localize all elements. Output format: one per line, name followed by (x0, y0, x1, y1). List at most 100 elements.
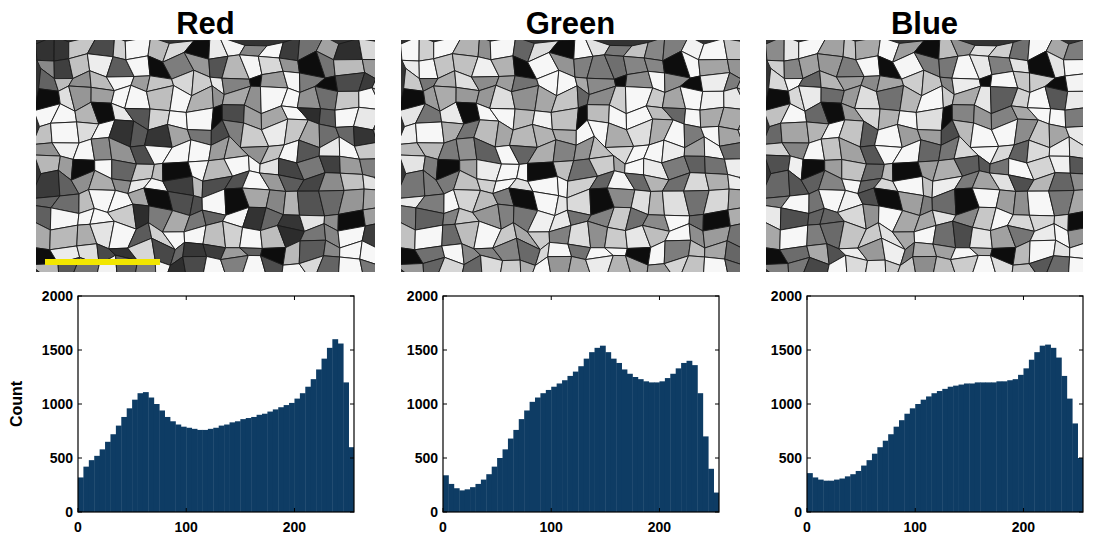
bar (454, 488, 460, 512)
grain (491, 56, 515, 77)
grain (826, 255, 847, 272)
grain (125, 85, 150, 109)
tick (1023, 296, 1024, 300)
x-tick-label: 200 (648, 519, 672, 535)
plot-frame (78, 296, 354, 512)
x-tick-label: 100 (540, 519, 564, 535)
grain (36, 221, 50, 249)
plot-area (807, 296, 1083, 512)
bar (969, 383, 975, 512)
bar (289, 403, 295, 512)
grain (605, 248, 628, 256)
bar (996, 381, 1002, 512)
grain (646, 88, 665, 108)
micrograph (766, 40, 1083, 272)
grain (553, 140, 576, 162)
grain (684, 156, 705, 173)
grain (856, 56, 880, 77)
grain (738, 110, 740, 130)
bar (921, 400, 927, 512)
grain (1045, 86, 1068, 110)
grain (54, 40, 69, 61)
grain (375, 257, 376, 272)
bar (584, 359, 590, 512)
tick (1079, 296, 1083, 297)
grain (1049, 156, 1070, 173)
grain (340, 241, 363, 259)
grain (665, 224, 691, 241)
bar (89, 460, 95, 512)
grain (1013, 191, 1029, 215)
grain (1070, 173, 1083, 190)
grain (461, 255, 482, 272)
grain (281, 88, 300, 108)
y-tick-label: 500 (779, 450, 803, 466)
grain (766, 170, 790, 199)
bar (1056, 358, 1062, 512)
grain (1011, 88, 1030, 108)
bar (877, 447, 883, 512)
tick (807, 404, 811, 405)
bar (595, 348, 601, 512)
bar (338, 344, 344, 512)
bar (175, 425, 181, 512)
grain (188, 140, 211, 162)
bar (519, 419, 525, 512)
grain (705, 173, 729, 190)
grain (1049, 137, 1069, 157)
bar (638, 379, 644, 512)
grain (1065, 91, 1083, 110)
grain (316, 51, 335, 78)
tick (78, 350, 82, 351)
grain (699, 40, 728, 60)
grain (551, 108, 578, 131)
grain (512, 86, 539, 111)
grain (319, 137, 339, 157)
tick (186, 296, 187, 300)
bar (524, 410, 530, 512)
grain (892, 140, 920, 164)
bar (681, 363, 687, 512)
bar (154, 404, 160, 512)
bar (105, 442, 111, 512)
y-tick-label: 0 (65, 504, 73, 520)
bar (856, 471, 862, 512)
bar (676, 368, 682, 512)
grain (1070, 241, 1083, 259)
grain (821, 138, 842, 161)
grain (725, 159, 740, 178)
grain (319, 156, 340, 173)
grain (916, 108, 943, 131)
bar (959, 385, 965, 512)
bar (240, 419, 246, 512)
tick (294, 508, 295, 512)
plot-area (78, 296, 354, 512)
bar (475, 484, 481, 512)
y-tick-label: 2000 (407, 288, 438, 304)
grain (490, 85, 515, 109)
tick (1023, 508, 1024, 512)
bar (492, 467, 498, 512)
grain (416, 122, 444, 143)
grain (481, 255, 503, 272)
bar (1072, 423, 1078, 512)
bar (470, 487, 476, 512)
grain (766, 40, 784, 61)
micrograph-ground (401, 40, 740, 272)
bar (138, 393, 144, 512)
panel-title: Green (526, 6, 616, 41)
tick (443, 508, 444, 512)
x-tick-label: 100 (904, 519, 928, 535)
tick (350, 404, 354, 405)
tick (78, 296, 82, 297)
tick (1079, 350, 1083, 351)
bar (931, 393, 937, 512)
bar (486, 474, 492, 512)
bars (807, 345, 1083, 512)
bar (632, 377, 638, 512)
grain (918, 140, 941, 162)
grain (588, 221, 608, 248)
bar (834, 480, 840, 512)
grain (972, 188, 1000, 208)
bar (867, 460, 873, 512)
